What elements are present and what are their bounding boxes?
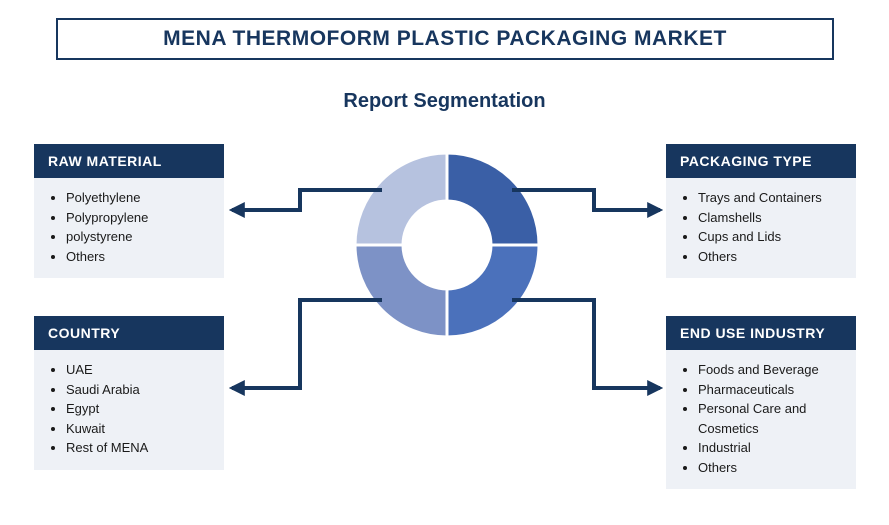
segment-list: UAESaudi ArabiaEgyptKuwaitRest of MENA [42, 360, 216, 458]
donut-chart [352, 150, 542, 340]
segment-header: END USE INDUSTRY [666, 316, 856, 350]
segment-header: RAW MATERIAL [34, 144, 224, 178]
segment-country: COUNTRY UAESaudi ArabiaEgyptKuwaitRest o… [34, 316, 224, 470]
list-item: Polypropylene [66, 208, 216, 228]
page-title: MENA THERMOFORM PLASTIC PACKAGING MARKET [163, 27, 727, 51]
list-item: Saudi Arabia [66, 380, 216, 400]
list-item: Others [698, 458, 848, 478]
list-item: Others [698, 247, 848, 267]
segment-body: PolyethylenePolypropylenepolystyreneOthe… [34, 178, 224, 278]
list-item: Kuwait [66, 419, 216, 439]
segment-list: Foods and BeveragePharmaceuticalsPersona… [674, 360, 848, 477]
list-item: Cups and Lids [698, 227, 848, 247]
segment-header: COUNTRY [34, 316, 224, 350]
subtitle: Report Segmentation [0, 90, 889, 113]
title-box: MENA THERMOFORM PLASTIC PACKAGING MARKET [56, 18, 834, 60]
segment-end-use-industry: END USE INDUSTRY Foods and BeveragePharm… [666, 316, 856, 489]
list-item: Clamshells [698, 208, 848, 228]
list-item: Trays and Containers [698, 188, 848, 208]
list-item: Foods and Beverage [698, 360, 848, 380]
segment-body: Trays and ContainersClamshellsCups and L… [666, 178, 856, 278]
list-item: Industrial [698, 438, 848, 458]
segment-list: PolyethylenePolypropylenepolystyreneOthe… [42, 188, 216, 266]
segment-body: UAESaudi ArabiaEgyptKuwaitRest of MENA [34, 350, 224, 470]
segment-packaging-type: PACKAGING TYPE Trays and ContainersClams… [666, 144, 856, 278]
list-item: polystyrene [66, 227, 216, 247]
segment-header: PACKAGING TYPE [666, 144, 856, 178]
list-item: Personal Care and Cosmetics [698, 399, 848, 438]
segment-body: Foods and BeveragePharmaceuticalsPersona… [666, 350, 856, 489]
list-item: Others [66, 247, 216, 267]
list-item: Rest of MENA [66, 438, 216, 458]
list-item: UAE [66, 360, 216, 380]
segment-list: Trays and ContainersClamshellsCups and L… [674, 188, 848, 266]
list-item: Egypt [66, 399, 216, 419]
list-item: Pharmaceuticals [698, 380, 848, 400]
list-item: Polyethylene [66, 188, 216, 208]
segment-raw-material: RAW MATERIAL PolyethylenePolypropylenepo… [34, 144, 224, 278]
